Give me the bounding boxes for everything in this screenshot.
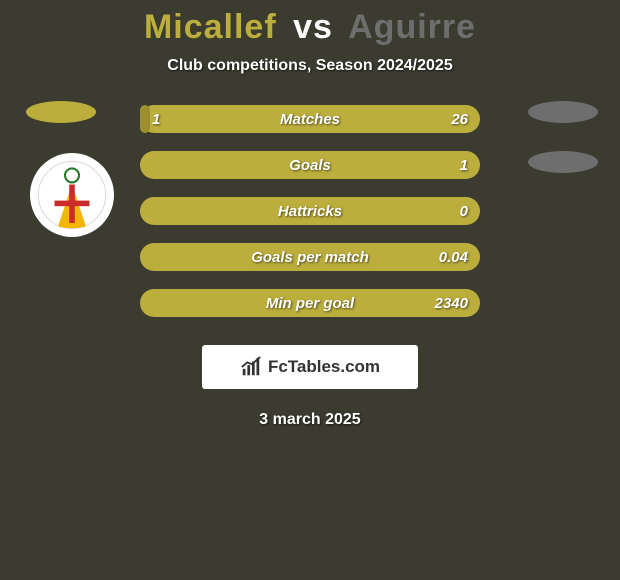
stat-bar: Goals1: [140, 151, 480, 179]
comparison-card: Micallef vs Aguirre Club competitions, S…: [0, 0, 620, 580]
stat-right-value: 0: [460, 203, 468, 220]
stat-right-value: 26: [451, 111, 468, 128]
stat-label: Min per goal: [140, 295, 480, 312]
player1-name: Micallef: [144, 8, 277, 46]
player1-marker: [26, 101, 96, 123]
player2-marker-secondary: [528, 151, 598, 173]
stat-right-value: 1: [460, 157, 468, 174]
stat-label: Hattricks: [140, 203, 480, 220]
stat-bar: Hattricks0: [140, 197, 480, 225]
stat-bar: Goals per match0.04: [140, 243, 480, 271]
stat-right-value: 0.04: [439, 249, 468, 266]
title-vs: vs: [293, 8, 333, 46]
stat-label: Goals per match: [140, 249, 480, 266]
page-title: Micallef vs Aguirre: [0, 8, 620, 47]
club-logo: [30, 153, 114, 237]
stat-bar: Min per goal2340: [140, 289, 480, 317]
chart-icon: [240, 356, 262, 378]
player2-name: Aguirre: [348, 8, 476, 46]
stat-bars: 1Matches26Goals1Hattricks0Goals per matc…: [140, 105, 480, 317]
branding-badge: FcTables.com: [202, 345, 418, 389]
stat-bar: 1Matches26: [140, 105, 480, 133]
stat-right-value: 2340: [435, 295, 468, 312]
date-label: 3 march 2025: [0, 411, 620, 429]
branding-text: FcTables.com: [268, 357, 380, 377]
club-crest-icon: [37, 160, 107, 230]
stats-section: 1Matches26Goals1Hattricks0Goals per matc…: [0, 105, 620, 317]
subtitle: Club competitions, Season 2024/2025: [0, 57, 620, 75]
stat-label: Goals: [140, 157, 480, 174]
stat-label: Matches: [140, 111, 480, 128]
player2-marker: [528, 101, 598, 123]
